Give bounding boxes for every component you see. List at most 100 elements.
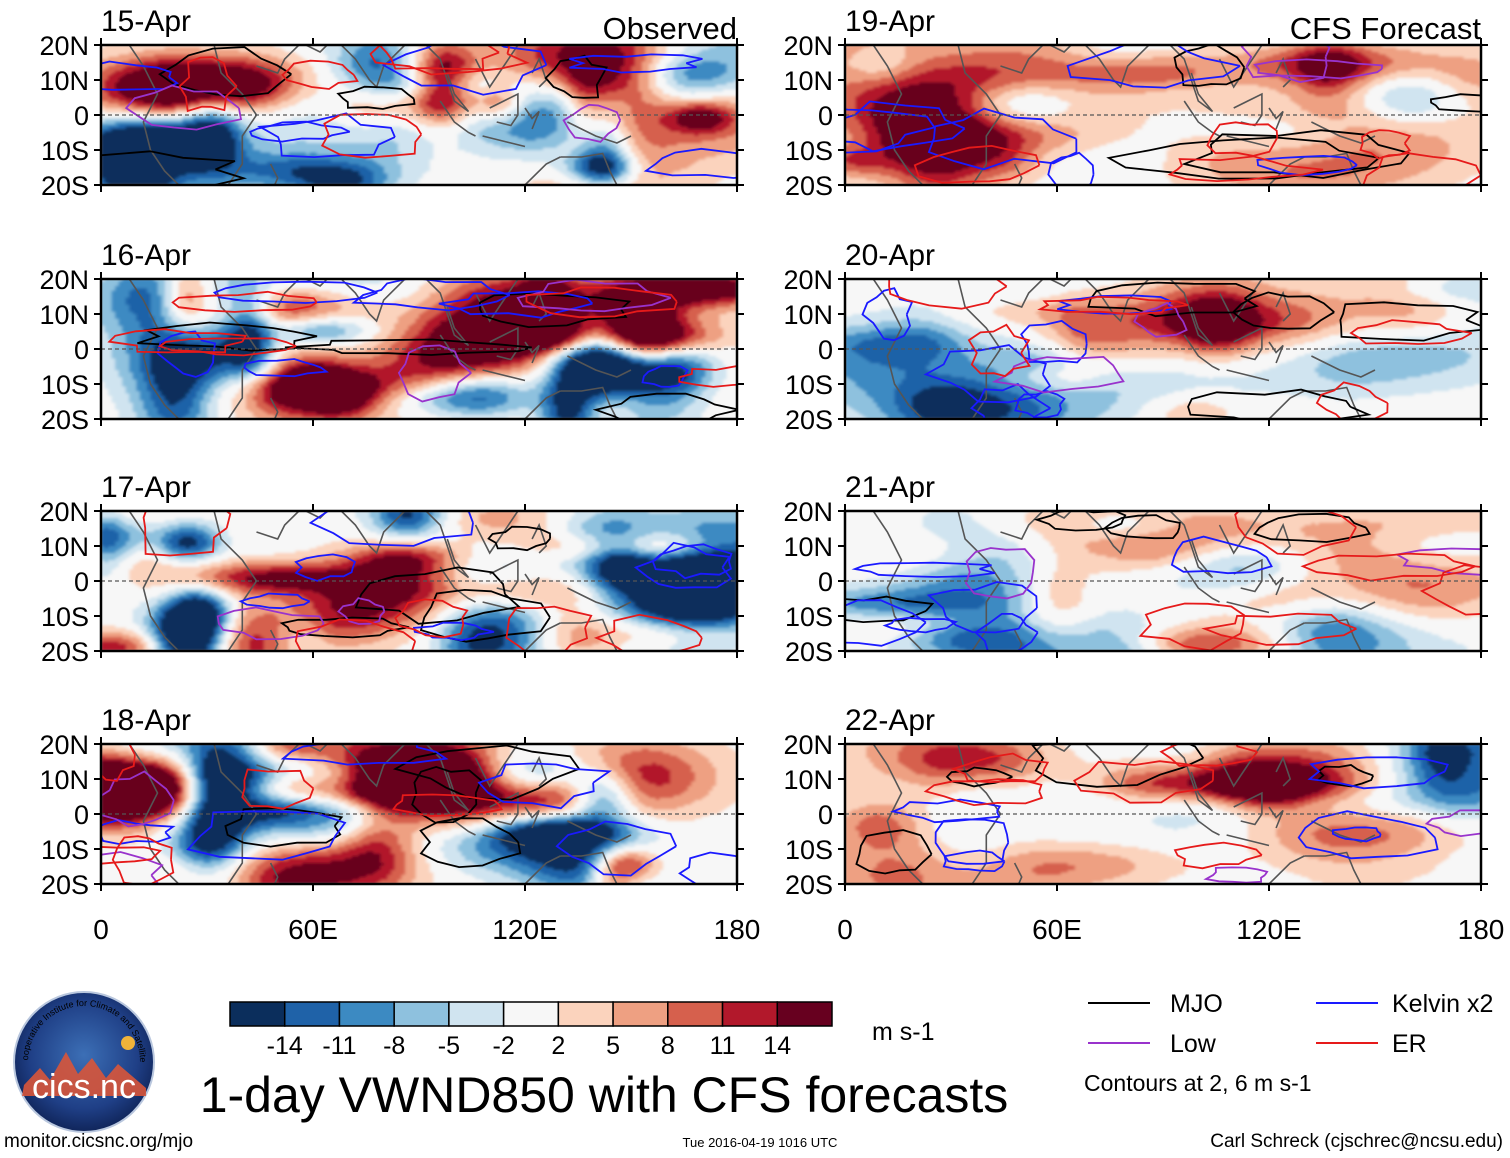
footer-url: monitor.cicsnc.org/mjo: [4, 1131, 193, 1152]
contour-kelvin: [308, 511, 474, 547]
panel-15-apr: 20N 10N 0 10S 20S 15-Apr Observed: [39, 5, 744, 201]
y-tick-label: 0: [74, 101, 89, 131]
x-tick-label: 0: [837, 914, 853, 945]
contour-kelvin: [845, 599, 927, 647]
y-tick-label: 0: [74, 800, 89, 830]
contour-low: [1240, 45, 1331, 84]
y-tick-label: 20S: [41, 870, 89, 900]
y-tick-label: 10S: [785, 370, 833, 400]
contour-kelvin: [969, 382, 1051, 419]
panel-20-apr: 20N 10N 0 10S 20S 20-Apr: [783, 239, 1488, 435]
column-title: CFS Forecast: [1290, 11, 1482, 46]
colorbar-level-label: -8: [383, 1032, 405, 1060]
x-tick-label: 60E: [288, 914, 338, 945]
contour-kelvin: [942, 849, 1006, 873]
y-tick-label: 10S: [785, 136, 833, 166]
panel-date-label: 21-Apr: [845, 471, 935, 504]
contour-er: [888, 279, 1008, 310]
contour-kelvin: [851, 561, 996, 578]
y-tick-label: 20S: [785, 870, 833, 900]
y-tick-label: 10S: [785, 602, 833, 632]
wave-contours: [107, 279, 737, 419]
colorbar-swatch: [776, 1001, 833, 1027]
logo-sun-icon: [121, 1036, 135, 1050]
x-tick-label: 180: [1458, 914, 1505, 945]
colorbar-level-label: 5: [606, 1032, 620, 1060]
colorbar-swatch: [502, 1001, 560, 1027]
contour-low: [991, 355, 1125, 394]
y-tick-label: 10S: [41, 602, 89, 632]
footer-credit: Carl Schreck (cjschrec@ncsu.edu): [1210, 1131, 1503, 1152]
panel-date-label: 16-Apr: [101, 239, 191, 272]
panel-date-label: 18-Apr: [101, 704, 191, 737]
contour-low: [964, 547, 1036, 600]
contour-mjo: [419, 588, 551, 643]
x-tick-label: 120E: [1236, 914, 1301, 945]
colorbar-swatch: [612, 1001, 669, 1027]
contour-er: [369, 45, 530, 76]
contour-low: [337, 597, 386, 625]
panel-date-label: 22-Apr: [845, 704, 935, 737]
contour-kelvin: [927, 107, 1078, 171]
colorbar-swatch: [338, 1001, 395, 1027]
y-tick-label: 10S: [41, 136, 89, 166]
contour-er: [1037, 295, 1189, 316]
footer-timestamp: Tue 2016-04-19 1016 UTC: [683, 1135, 838, 1150]
logo-disc: [13, 991, 155, 1133]
y-tick-label: 10N: [783, 300, 833, 330]
contour-mjo: [544, 54, 608, 99]
chart-title: 1-day VWND850 with CFS forecasts: [200, 1067, 1009, 1123]
contour-er: [1349, 319, 1473, 345]
y-tick-label: 0: [74, 335, 89, 365]
logo-text: cics.nc: [32, 1068, 136, 1106]
contour-kelvin: [186, 810, 347, 861]
y-tick-label: 20N: [39, 265, 89, 295]
contour-er: [1201, 612, 1357, 646]
contour-er: [923, 778, 1044, 807]
contour-er: [1159, 744, 1258, 767]
contour-kelvin: [101, 819, 176, 845]
contour-kelvin: [923, 344, 1052, 404]
panel-date-label: 20-Apr: [845, 239, 935, 272]
contour-kelvin: [212, 280, 378, 304]
colorbar-swatch: [229, 1001, 286, 1027]
contour-er: [525, 286, 678, 319]
x-tick-label: 0: [93, 914, 109, 945]
y-tick-label: 10N: [39, 532, 89, 562]
panel-date-label: 15-Apr: [101, 5, 191, 38]
colorbar-level-label: -14: [267, 1032, 303, 1060]
colorbar-swatch: [283, 1001, 341, 1027]
wave-contours: [845, 511, 1481, 651]
y-tick-label: 20S: [41, 637, 89, 667]
contour-note: Contours at 2, 6 m s-1: [1084, 1070, 1312, 1096]
contour-mjo: [279, 616, 410, 639]
y-tick-label: 10N: [39, 66, 89, 96]
x-tick-label: 180: [714, 914, 761, 945]
wave-contours: [845, 45, 1481, 185]
contour-er: [678, 365, 737, 388]
contour-mjo: [1316, 764, 1375, 788]
colorbar-swatch: [667, 1001, 724, 1027]
contour-low: [101, 851, 164, 884]
wave-contours: [101, 45, 737, 185]
contour-er: [378, 45, 500, 71]
contour-mjo: [592, 392, 737, 419]
y-tick-label: 20S: [41, 171, 89, 201]
contour-er: [1173, 841, 1263, 870]
panel-17-apr: 20N 10N 0 10S 20S 17-Apr: [39, 471, 744, 667]
contour-er: [107, 328, 248, 354]
contour-er: [1206, 121, 1279, 157]
contour-mjo: [224, 807, 344, 848]
contour-mjo: [419, 817, 522, 869]
y-tick-label: 10N: [783, 66, 833, 96]
y-tick-label: 20N: [39, 730, 89, 760]
wave-contours: [142, 511, 733, 651]
contour-kelvin: [294, 553, 357, 582]
contour-kelvin: [845, 108, 936, 154]
contour-kelvin: [1066, 45, 1241, 89]
colorbar-swatch: [557, 1001, 614, 1027]
colorbar-swatch: [448, 1001, 505, 1027]
contour-low: [1253, 58, 1383, 80]
y-tick-label: 10N: [39, 765, 89, 795]
